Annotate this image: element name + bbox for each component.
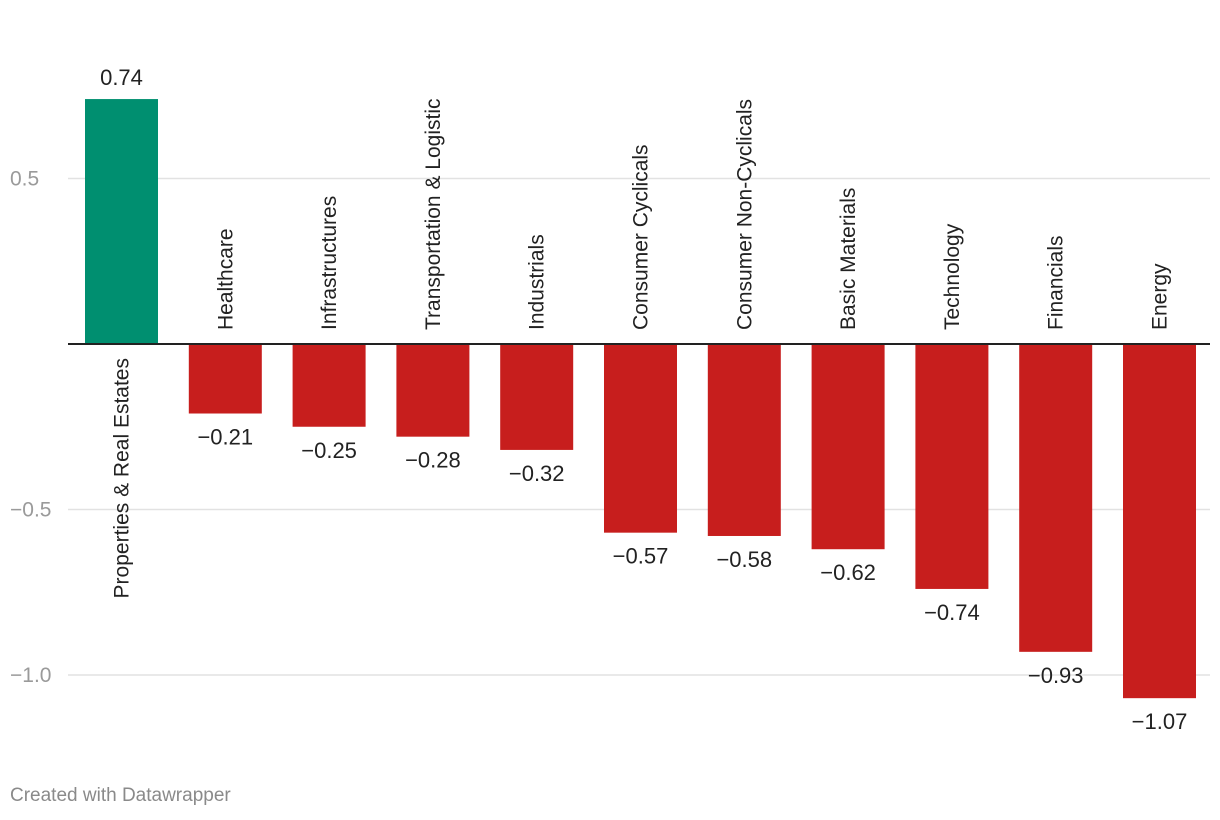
y-tick-label: −1.0: [10, 664, 51, 687]
category-label: Healthcare: [214, 228, 237, 330]
bar: [85, 99, 158, 344]
bar: [707, 344, 781, 536]
bar: [292, 344, 366, 427]
category-label: Industrials: [526, 234, 549, 330]
data-label: −0.25: [301, 438, 357, 463]
category-label: Infrastructures: [318, 196, 341, 330]
category-label: Technology: [941, 223, 964, 330]
data-label: −0.57: [613, 544, 669, 569]
bar: [811, 344, 885, 550]
bar: [1019, 344, 1093, 652]
category-label: Financials: [1045, 235, 1068, 330]
category-label: Transportation & Logistic: [422, 98, 445, 330]
data-label: −0.58: [716, 547, 772, 572]
bar: [915, 344, 989, 589]
data-label: −0.93: [1028, 663, 1084, 688]
category-label: Consumer Non-Cyclicals: [733, 99, 756, 330]
data-label: −0.21: [197, 425, 253, 450]
bar: [500, 344, 574, 450]
data-label: −1.07: [1132, 709, 1188, 734]
y-tick-label: −0.5: [10, 499, 51, 522]
bar: [1123, 344, 1196, 699]
data-label: 0.74: [100, 65, 143, 90]
datawrapper-credit[interactable]: Created with Datawrapper: [10, 785, 231, 806]
bar-chart: 0.5 −0.5 −1.0 0.74 Properties & Real Estates…: [10, 65, 1210, 734]
bar: [188, 344, 262, 414]
category-label: Energy: [1149, 263, 1172, 330]
data-label: −0.32: [509, 461, 565, 486]
category-label: Consumer Cyclicals: [630, 144, 653, 330]
category-label: Properties & Real Estates: [111, 358, 134, 598]
category-label: Basic Materials: [837, 188, 860, 330]
bar: [396, 344, 470, 437]
data-label: −0.28: [405, 448, 461, 473]
data-label: −0.74: [924, 600, 980, 625]
bar: [604, 344, 677, 533]
y-tick-label: 0.5: [10, 168, 39, 191]
data-label: −0.62: [820, 560, 876, 585]
